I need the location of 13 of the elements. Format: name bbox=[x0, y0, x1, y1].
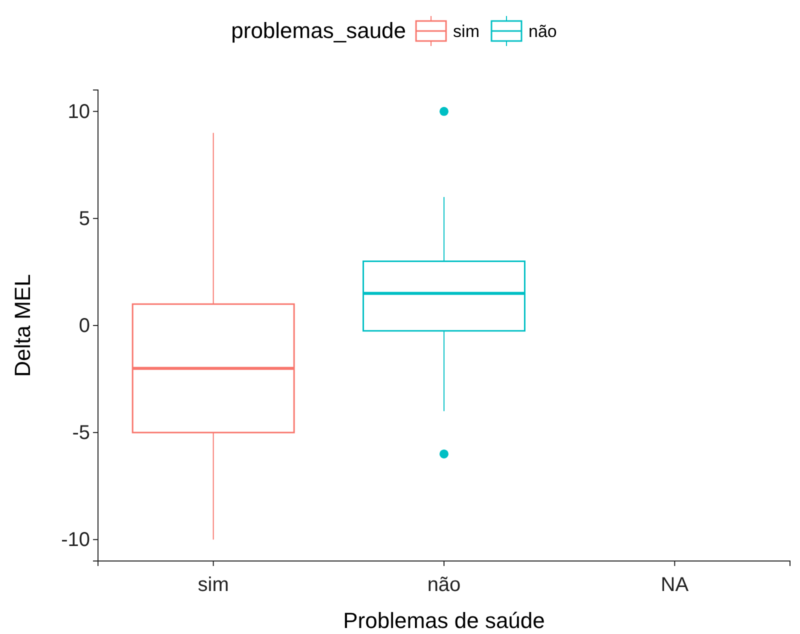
y-tick-label: -10 bbox=[61, 528, 90, 551]
legend-label: sim bbox=[453, 22, 480, 41]
legend-title: problemas_saude bbox=[231, 18, 406, 43]
y-tick-label: -5 bbox=[72, 422, 90, 444]
y-tick-label: 0 bbox=[78, 314, 90, 337]
legend-label: não bbox=[528, 22, 557, 41]
x-tick-label: NA bbox=[660, 574, 690, 596]
x-axis-title: Problemas de saúde bbox=[343, 608, 545, 633]
y-tick-label: 5 bbox=[78, 208, 90, 230]
y-axis-title: Delta MEL bbox=[10, 274, 35, 377]
y-tick-label: 10 bbox=[68, 100, 90, 123]
x-tick-label: não bbox=[427, 574, 461, 596]
x-tick-label: sim bbox=[198, 574, 229, 596]
